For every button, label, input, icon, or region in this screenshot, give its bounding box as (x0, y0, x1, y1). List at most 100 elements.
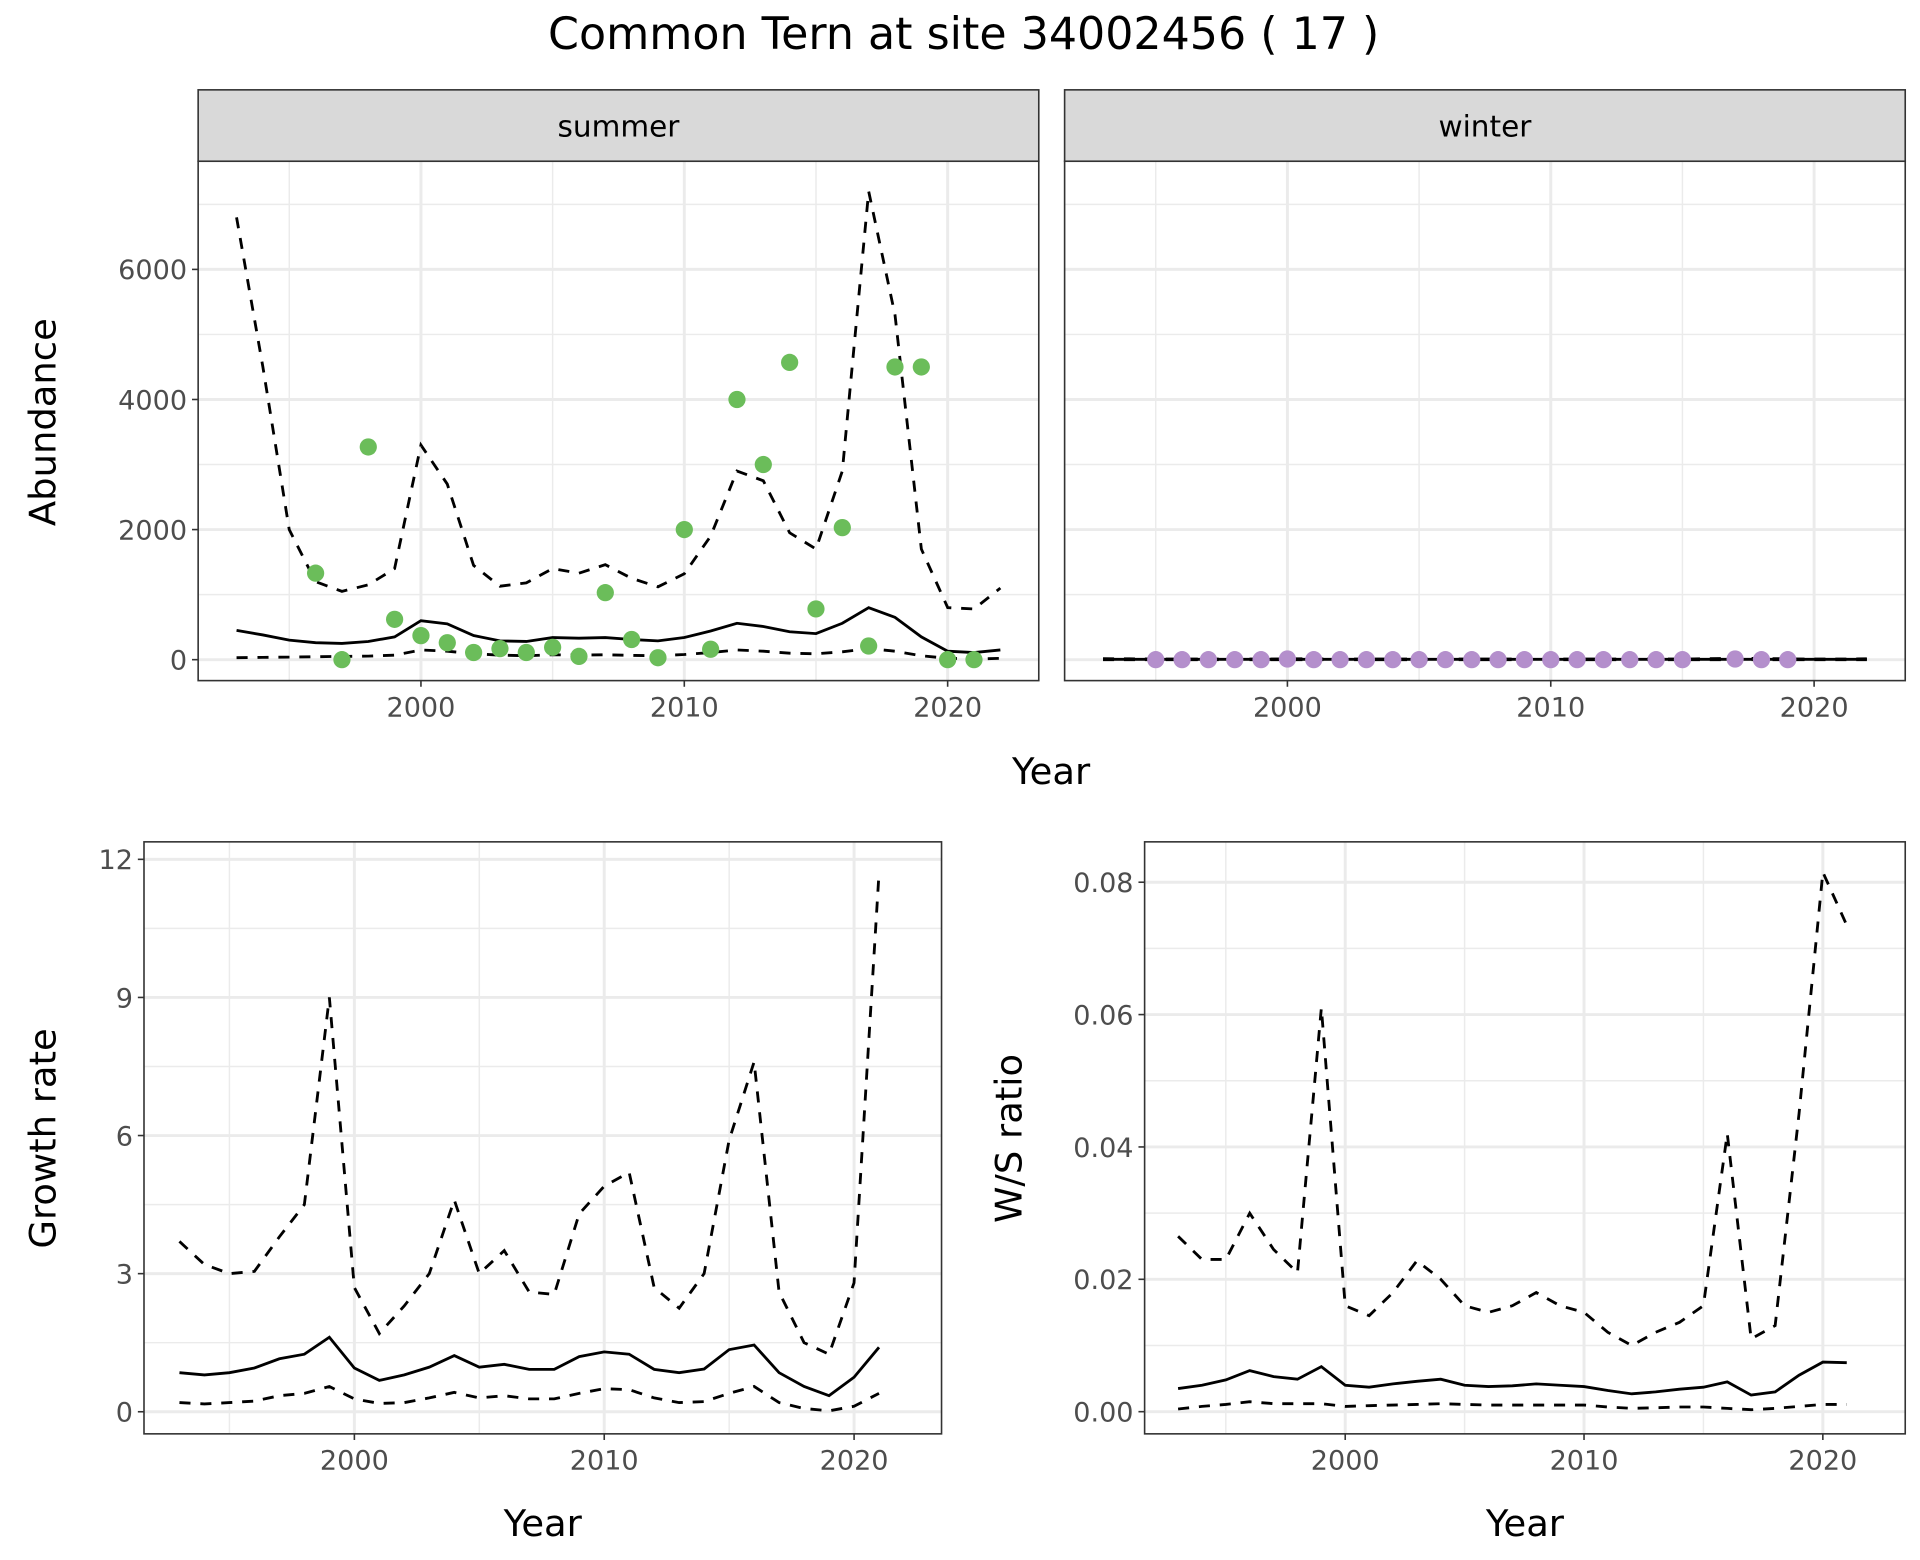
estimate-line (236, 606, 1001, 654)
observed-count-point (1331, 651, 1349, 669)
observed-count-point (1752, 651, 1771, 669)
growth-y-axis-title: Growth rate (21, 1028, 64, 1248)
observed-count-point (965, 651, 983, 669)
y-tick-label: 6 (116, 1121, 133, 1152)
observed-count-point (596, 584, 614, 602)
observed-count-point (517, 643, 535, 662)
observed-count-point (1226, 651, 1244, 669)
observed-count-point (1568, 651, 1586, 669)
x-tick-label: 2010 (1550, 1446, 1619, 1477)
observed-count-point (781, 353, 799, 372)
x-tick-label: 2010 (650, 692, 719, 723)
observed-count-point (465, 643, 483, 662)
observed-count-point (860, 637, 878, 655)
observed-count-point (544, 638, 562, 656)
ws-x-axis-title: Year (1485, 1502, 1565, 1545)
observed-count-point (333, 651, 351, 669)
observed-count-point (1173, 651, 1191, 669)
observed-count-point (623, 630, 641, 649)
panel-border (1143, 841, 1907, 1435)
facet-strip-label: winter (1438, 110, 1532, 144)
lower-bound-line (1177, 1400, 1847, 1412)
observed-count-point (1357, 651, 1376, 669)
panel-abundance-winter: 2000 2010 2020 winter (1063, 89, 1907, 723)
facet-strip (1063, 89, 1907, 163)
panel-border (143, 841, 943, 1435)
plot-background (1064, 161, 1906, 681)
x-tick-label: 2020 (1780, 692, 1849, 723)
observed-count-point (1542, 651, 1560, 669)
observed-count-point (359, 438, 377, 456)
observed-count-point (438, 634, 456, 652)
observed-count-point (1726, 650, 1744, 668)
y-tick-label: 0.06 (1073, 1000, 1133, 1031)
panel-ws-ratio: 0.00 0.02 0.04 0.06 0.08 2000 2010 2020 (1073, 841, 1907, 1477)
x-tick-label: 2020 (913, 692, 982, 723)
x-tick-label: 2020 (1788, 1446, 1857, 1477)
lower-bound-line (179, 1384, 880, 1413)
observed-count-point (728, 390, 746, 409)
figure-title: Common Tern at site 34002456 ( 17 ) (548, 9, 1379, 60)
y-tick-label: 12 (98, 845, 132, 876)
observed-count-point (807, 600, 825, 618)
growth-x-axis-title: Year (503, 1502, 583, 1545)
x-tick-label: 2000 (1311, 1446, 1380, 1477)
facet-strip-label: summer (558, 110, 681, 144)
observed-count-point (1621, 651, 1639, 669)
observed-count-point (1278, 650, 1297, 668)
observed-count-point (939, 651, 957, 669)
plot-background (144, 841, 942, 1434)
observed-count-point (1252, 651, 1270, 669)
x-tick-label: 2000 (387, 692, 456, 723)
abundance-y-axis-title: Abundance (21, 318, 64, 526)
observed-count-point (1147, 651, 1165, 669)
observed-count-point (1515, 651, 1534, 669)
y-tick-label: 3 (116, 1259, 133, 1290)
observed-count-point (306, 564, 325, 582)
x-tick-label: 2000 (320, 1446, 389, 1477)
y-tick-label: 0.02 (1073, 1265, 1133, 1296)
plot-background (198, 161, 1039, 681)
upper-bound-line (1177, 866, 1849, 1348)
observed-count-point (833, 519, 851, 537)
y-tick-label: 0.08 (1073, 868, 1133, 899)
observed-count-point (1199, 651, 1218, 669)
observed-count-point (649, 649, 667, 667)
observed-count-point (754, 455, 772, 474)
observed-count-point (491, 639, 509, 658)
x-tick-label: 2010 (1516, 692, 1585, 723)
estimate-line (179, 1335, 881, 1398)
observed-count-point (1436, 651, 1455, 669)
plot-background (1144, 841, 1906, 1434)
upper-bound-line (235, 191, 1002, 611)
observed-count-point (886, 358, 904, 376)
x-tick-label: 2000 (1253, 692, 1322, 723)
y-tick-label: 0.00 (1073, 1398, 1133, 1429)
abundance-x-axis-title: Year (1011, 750, 1091, 793)
estimate-line (1177, 1360, 1847, 1397)
upper-bound-line (178, 873, 881, 1357)
observed-count-point (570, 647, 588, 666)
panel-growth-rate: 0 3 6 9 12 2000 2010 2020 (98, 841, 943, 1477)
observed-count-point (1594, 651, 1613, 669)
observed-count-point (1305, 651, 1323, 669)
y-tick-label: 9 (116, 983, 133, 1014)
x-tick-label: 2020 (820, 1446, 889, 1477)
ws-y-axis-title: W/S ratio (988, 1054, 1031, 1223)
facet-strip (197, 89, 1040, 163)
y-tick-label: 2000 (118, 515, 187, 546)
observed-count-point (912, 358, 930, 376)
y-tick-label: 6000 (118, 255, 187, 286)
y-tick-label: 0 (170, 646, 187, 677)
observed-count-point (1410, 651, 1428, 669)
observed-count-point (412, 626, 430, 645)
observed-count-point (1463, 651, 1481, 669)
observed-count-point (702, 640, 720, 658)
y-tick-label: 0.04 (1073, 1133, 1133, 1164)
panel-abundance-summer: 0 2000 4000 6000 2000 2010 2020 summer (118, 89, 1040, 723)
observed-count-point (1673, 651, 1692, 669)
x-tick-label: 2010 (570, 1446, 639, 1477)
observed-count-point (1647, 651, 1665, 669)
observed-count-point (385, 610, 404, 628)
